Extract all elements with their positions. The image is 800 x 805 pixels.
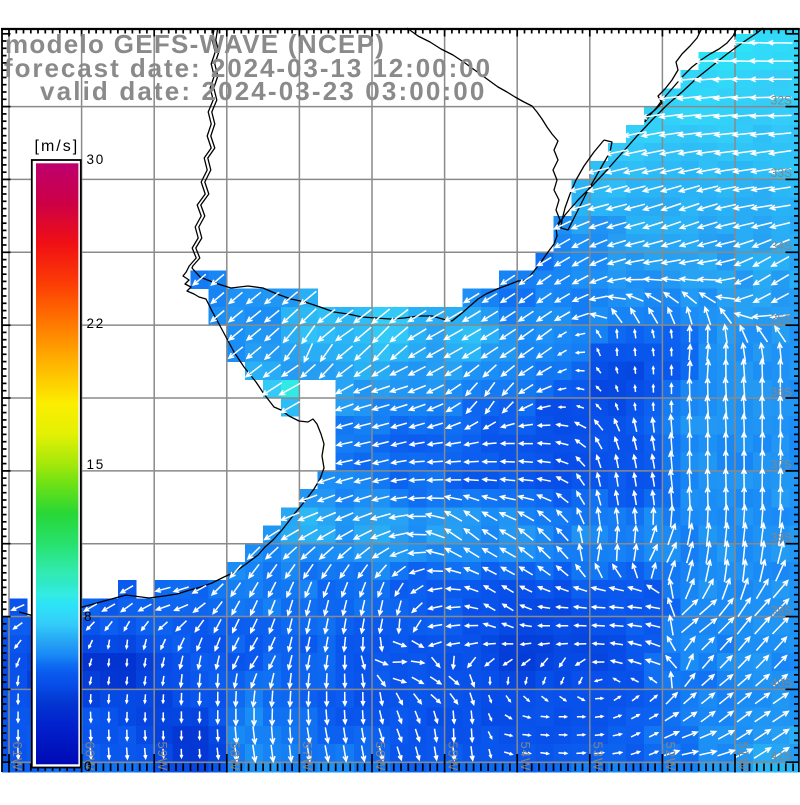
- svg-text:forecast date: 2024-03-13 12:0: forecast date: 2024-03-13 12:00:00: [4, 53, 492, 83]
- svg-text:59W: 59W: [155, 742, 170, 772]
- svg-text:41S: 41S: [771, 749, 792, 763]
- svg-text:30: 30: [87, 152, 106, 167]
- svg-text:33S: 33S: [771, 166, 792, 180]
- svg-text:[m/s]: [m/s]: [35, 138, 80, 155]
- svg-text:35S: 35S: [771, 312, 792, 326]
- svg-text:61W: 61W: [10, 742, 25, 772]
- svg-text:53W: 53W: [591, 742, 606, 772]
- svg-text:40S: 40S: [771, 676, 792, 690]
- svg-text:55W: 55W: [445, 742, 460, 772]
- svg-text:39S: 39S: [771, 603, 792, 617]
- svg-text:15: 15: [87, 457, 106, 472]
- svg-text:51W: 51W: [736, 742, 751, 772]
- svg-text:57W: 57W: [300, 742, 315, 772]
- svg-text:modelo GEFS-WAVE (NCEP): modelo GEFS-WAVE (NCEP): [5, 29, 385, 59]
- svg-text:54W: 54W: [518, 742, 533, 772]
- svg-text:56W: 56W: [373, 742, 388, 772]
- svg-text:52W: 52W: [663, 742, 678, 772]
- svg-text:8: 8: [84, 609, 93, 624]
- svg-text:37S: 37S: [771, 458, 792, 472]
- svg-text:22: 22: [87, 316, 106, 331]
- svg-text:36S: 36S: [771, 385, 792, 399]
- svg-text:34S: 34S: [771, 239, 792, 253]
- svg-text:38S: 38S: [771, 531, 792, 545]
- svg-text:58W: 58W: [228, 742, 243, 772]
- svg-text:valid date: 2024-03-23 03:00:0: valid date: 2024-03-23 03:00:00: [40, 76, 486, 106]
- svg-text:32S: 32S: [771, 93, 792, 107]
- svg-text:60W: 60W: [82, 742, 97, 772]
- svg-text:0: 0: [84, 759, 93, 774]
